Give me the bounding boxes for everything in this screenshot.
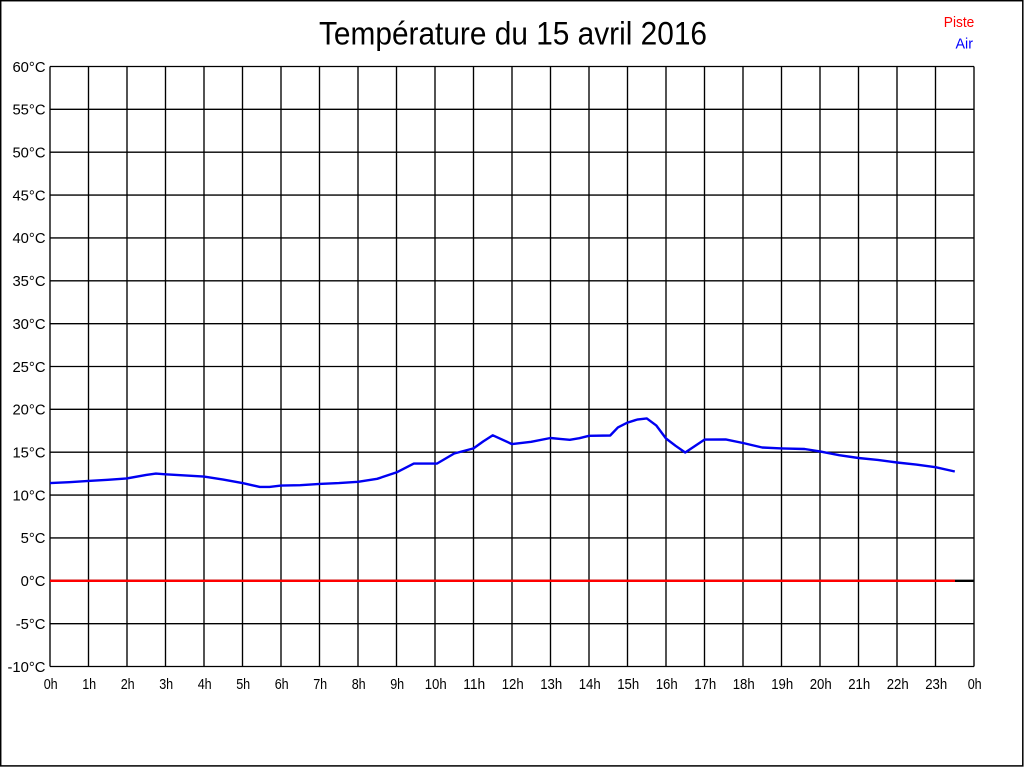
svg-text:35°C: 35°C	[12, 274, 45, 290]
svg-text:12h: 12h	[502, 676, 524, 693]
svg-text:21h: 21h	[848, 676, 870, 693]
svg-text:0°C: 0°C	[21, 574, 46, 590]
svg-text:Air: Air	[956, 37, 974, 53]
svg-text:13h: 13h	[540, 676, 562, 693]
svg-text:6h: 6h	[275, 676, 289, 693]
svg-text:55°C: 55°C	[12, 103, 45, 119]
svg-text:5°C: 5°C	[21, 531, 46, 547]
svg-text:45°C: 45°C	[12, 188, 45, 204]
svg-text:3h: 3h	[159, 676, 173, 693]
svg-text:19h: 19h	[771, 676, 793, 693]
svg-text:14h: 14h	[579, 676, 601, 693]
svg-text:8h: 8h	[352, 676, 366, 693]
svg-text:40°C: 40°C	[12, 231, 45, 247]
svg-text:1h: 1h	[82, 676, 96, 693]
svg-text:20°C: 20°C	[12, 403, 45, 419]
svg-text:Piste: Piste	[944, 15, 975, 31]
svg-text:9h: 9h	[390, 676, 404, 693]
svg-text:11h: 11h	[463, 676, 485, 693]
svg-text:-10°C: -10°C	[8, 660, 46, 676]
svg-text:5h: 5h	[236, 676, 250, 693]
svg-text:0h: 0h	[968, 676, 982, 693]
svg-text:22h: 22h	[887, 676, 909, 693]
svg-text:15°C: 15°C	[12, 446, 45, 462]
svg-text:17h: 17h	[694, 676, 716, 693]
svg-text:18h: 18h	[733, 676, 755, 693]
svg-text:7h: 7h	[313, 676, 327, 693]
svg-text:10°C: 10°C	[12, 488, 45, 504]
svg-text:0h: 0h	[44, 676, 58, 693]
svg-text:16h: 16h	[656, 676, 678, 693]
svg-text:60°C: 60°C	[12, 60, 45, 76]
svg-text:30°C: 30°C	[12, 317, 45, 333]
svg-text:4h: 4h	[198, 676, 212, 693]
svg-text:15h: 15h	[617, 676, 639, 693]
svg-text:-5°C: -5°C	[16, 617, 46, 633]
svg-text:Température du 15 avril 2016: Température du 15 avril 2016	[319, 16, 707, 52]
svg-text:50°C: 50°C	[12, 146, 45, 162]
svg-text:2h: 2h	[121, 676, 135, 693]
svg-text:20h: 20h	[810, 676, 832, 693]
svg-text:23h: 23h	[925, 676, 947, 693]
svg-text:10h: 10h	[425, 676, 447, 693]
svg-text:25°C: 25°C	[12, 360, 45, 376]
